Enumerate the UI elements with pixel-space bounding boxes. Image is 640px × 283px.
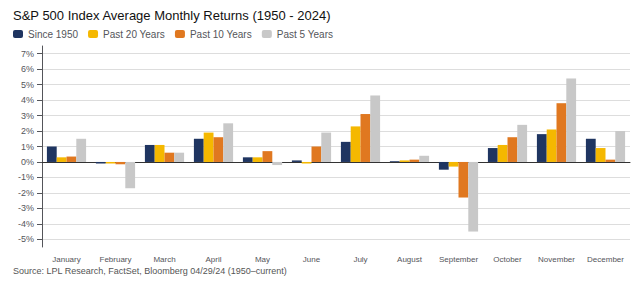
svg-text:March: March bbox=[153, 255, 175, 264]
svg-text:-2%: -2% bbox=[18, 188, 34, 198]
svg-text:Since 1950: Since 1950 bbox=[28, 29, 78, 40]
svg-text:October: October bbox=[493, 255, 522, 264]
svg-text:September: September bbox=[439, 255, 478, 264]
svg-text:August: August bbox=[397, 255, 423, 264]
svg-text:6%: 6% bbox=[21, 64, 34, 74]
svg-text:5%: 5% bbox=[21, 80, 34, 90]
svg-text:Past 5 Years: Past 5 Years bbox=[277, 29, 333, 40]
svg-text:-4%: -4% bbox=[18, 219, 34, 229]
svg-text:July: July bbox=[353, 255, 367, 264]
svg-text:4%: 4% bbox=[21, 95, 34, 105]
svg-text:June: June bbox=[303, 255, 321, 264]
svg-text:0%: 0% bbox=[21, 157, 34, 167]
svg-text:April: April bbox=[205, 255, 221, 264]
svg-text:2%: 2% bbox=[21, 126, 34, 136]
svg-text:-5%: -5% bbox=[18, 234, 34, 244]
svg-text:December: December bbox=[587, 255, 624, 264]
svg-text:May: May bbox=[255, 255, 270, 264]
svg-text:Past 10 Years: Past 10 Years bbox=[190, 29, 252, 40]
svg-text:-3%: -3% bbox=[18, 203, 34, 213]
svg-text:February: February bbox=[99, 255, 131, 264]
svg-text:-1%: -1% bbox=[18, 172, 34, 182]
svg-text:Source: LPL Research, FactSet,: Source: LPL Research, FactSet, Bloomberg… bbox=[13, 266, 287, 276]
svg-text:3%: 3% bbox=[21, 111, 34, 121]
svg-text:January: January bbox=[52, 255, 80, 264]
svg-text:November: November bbox=[538, 255, 575, 264]
svg-text:S&P 500 Index Average Monthly: S&P 500 Index Average Monthly Returns (1… bbox=[13, 8, 331, 23]
svg-text:Past 20 Years: Past 20 Years bbox=[103, 29, 165, 40]
svg-text:7%: 7% bbox=[21, 49, 34, 59]
svg-text:1%: 1% bbox=[21, 142, 34, 152]
